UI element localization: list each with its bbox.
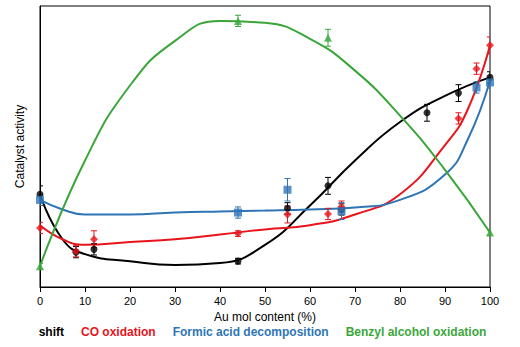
svg-text:0: 0 xyxy=(37,295,43,307)
svg-text:Catalyst activity: Catalyst activity xyxy=(13,105,27,188)
svg-text:60: 60 xyxy=(304,295,316,307)
svg-text:20: 20 xyxy=(124,295,136,307)
svg-text:Benzyl alcohol oxidation: Benzyl alcohol oxidation xyxy=(346,325,487,339)
svg-text:shift: shift xyxy=(39,325,64,339)
svg-text:30: 30 xyxy=(169,295,181,307)
svg-text:100: 100 xyxy=(481,295,499,307)
svg-text:CO oxidation: CO oxidation xyxy=(81,325,156,339)
svg-text:90: 90 xyxy=(439,295,451,307)
svg-text:50: 50 xyxy=(259,295,271,307)
svg-text:Au mol content (%): Au mol content (%) xyxy=(214,310,316,324)
svg-text:70: 70 xyxy=(349,295,361,307)
svg-text:10: 10 xyxy=(79,295,91,307)
svg-text:Formic acid decomposition: Formic acid decomposition xyxy=(173,325,329,339)
svg-text:40: 40 xyxy=(214,295,226,307)
svg-text:80: 80 xyxy=(394,295,406,307)
